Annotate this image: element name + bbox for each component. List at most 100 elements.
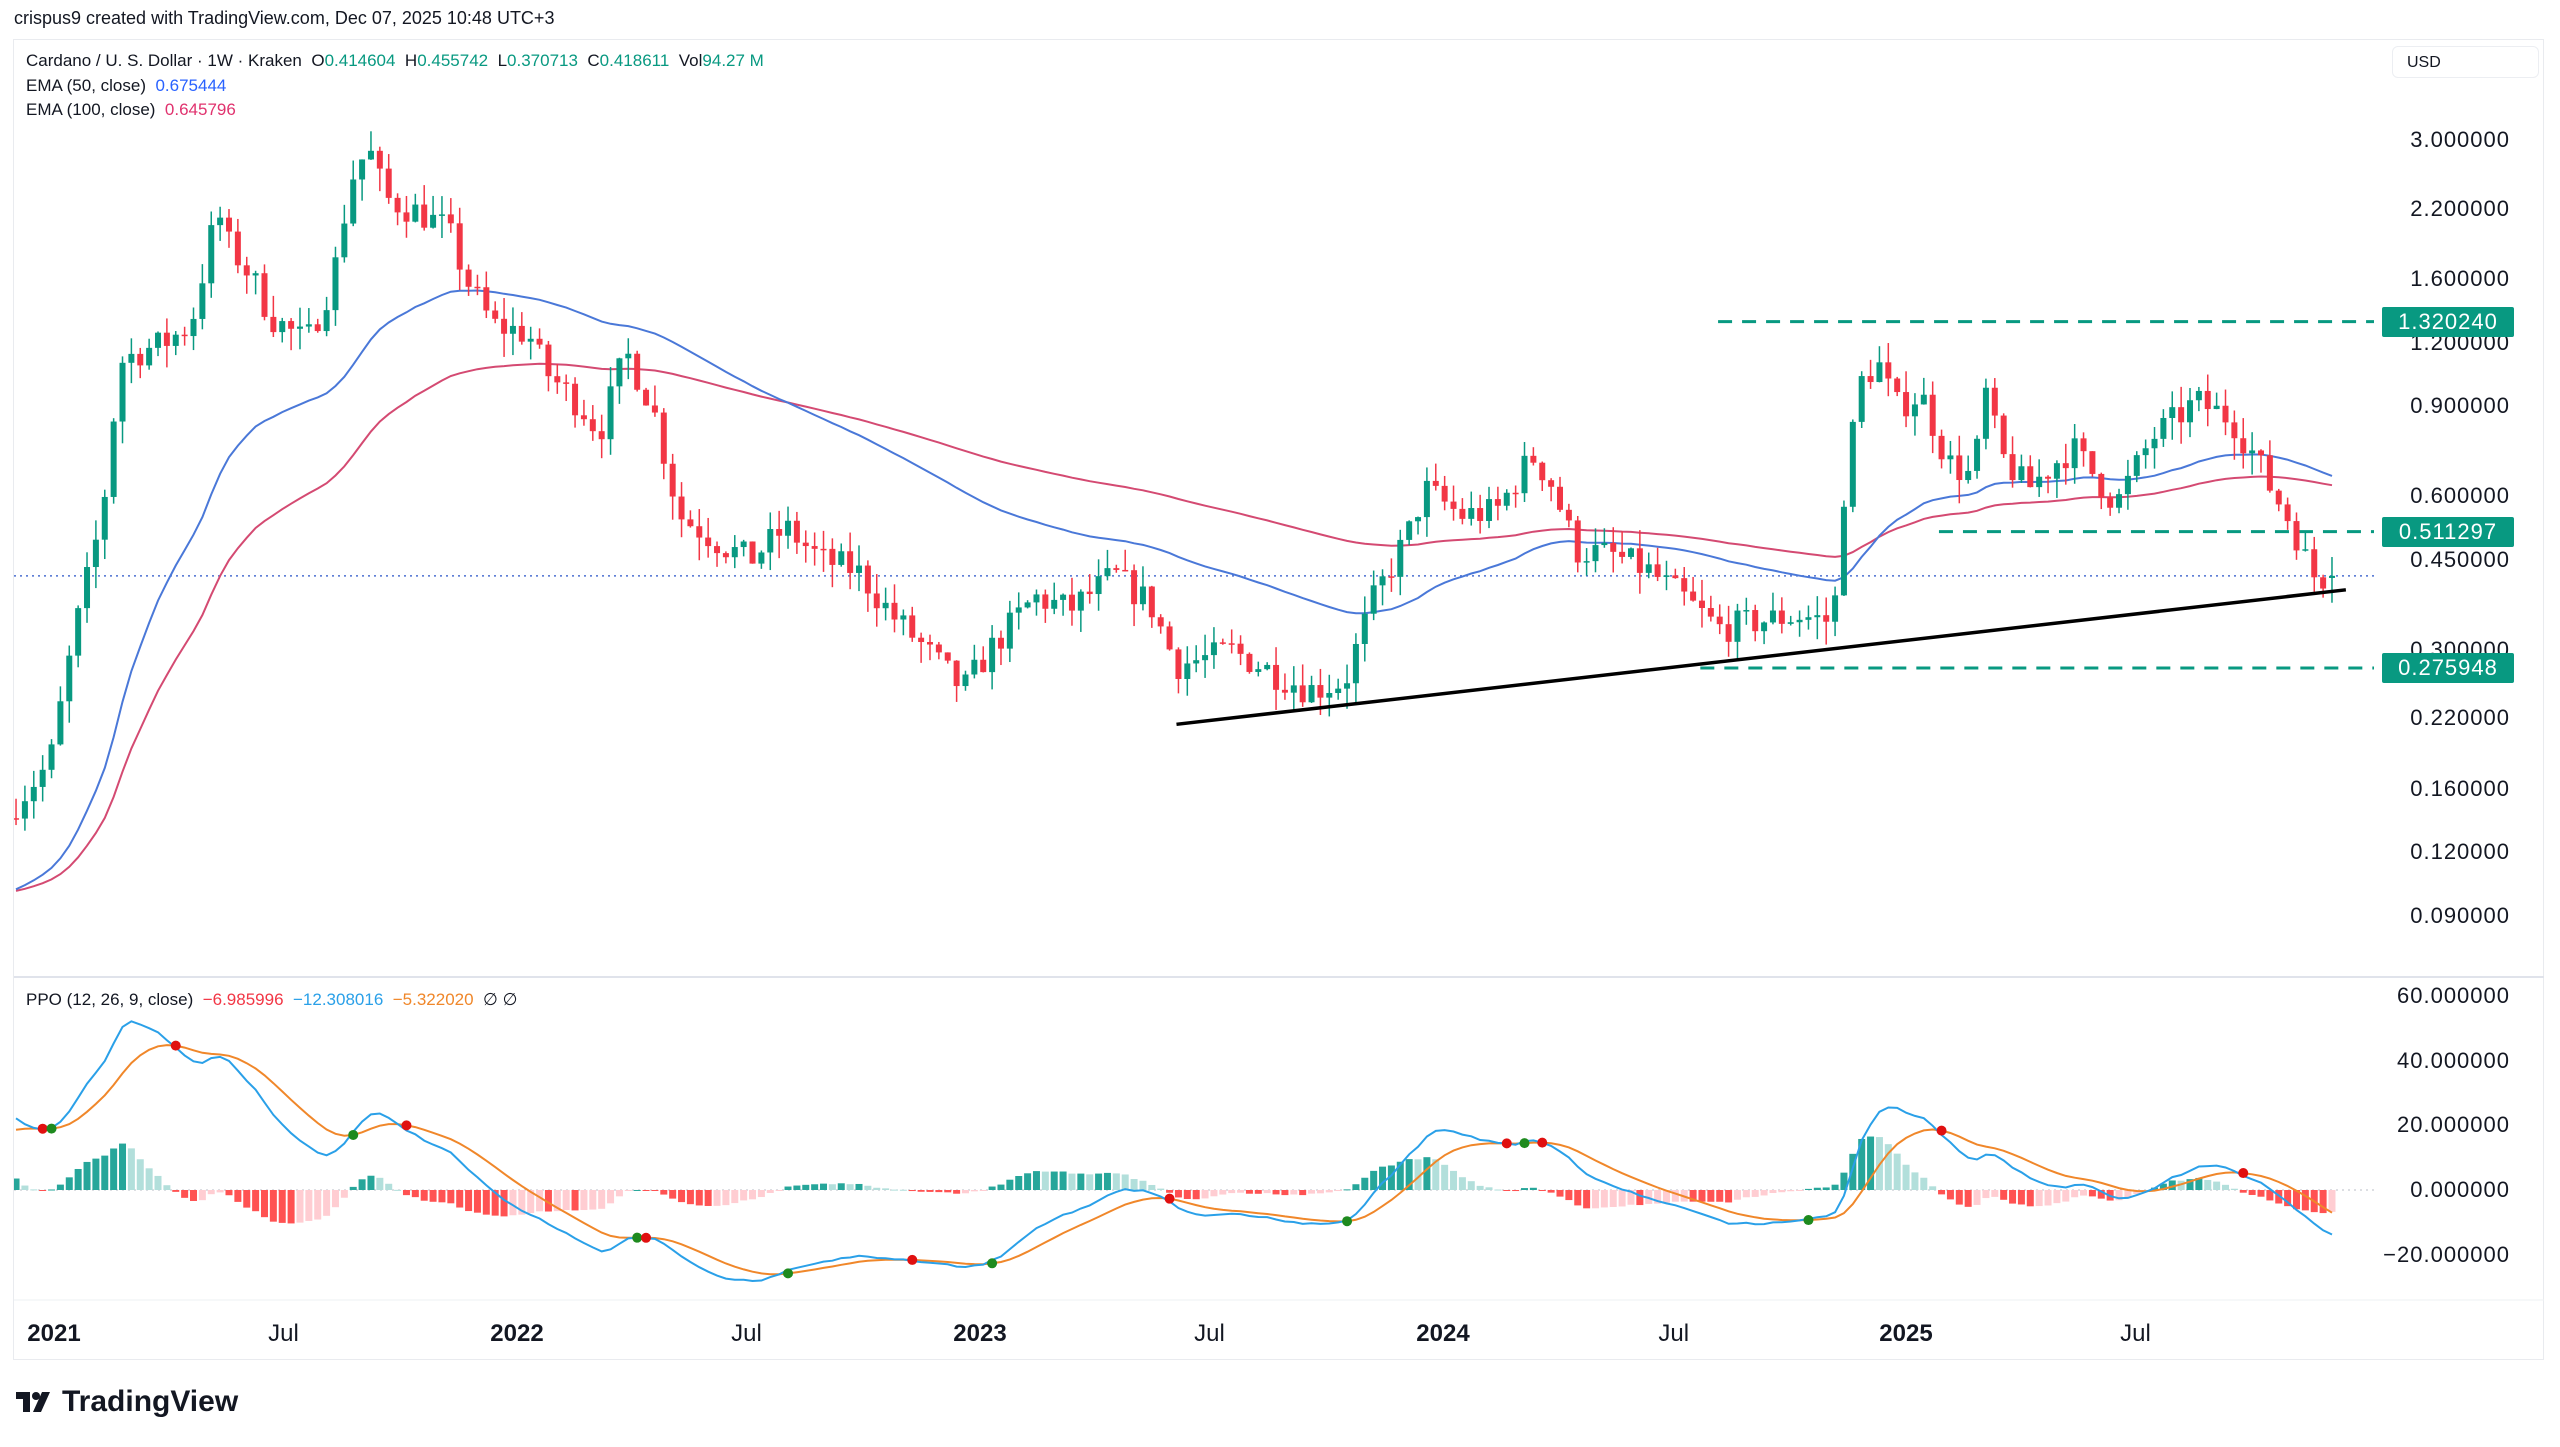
ppo-histogram-bar <box>1148 1184 1156 1190</box>
ema100-legend[interactable]: EMA (100, close) 0.645796 <box>26 100 236 120</box>
candle <box>1690 591 1697 601</box>
ppo-histogram-bar <box>2159 1183 2167 1190</box>
candle <box>953 660 960 687</box>
ppo-bull-cross-dot <box>46 1123 57 1134</box>
candle <box>296 326 303 329</box>
ppo-histogram-bar <box>1955 1190 1963 1205</box>
ppo-histogram-bar <box>2177 1180 2185 1190</box>
time-tick-label: Jul <box>2120 1320 2151 1347</box>
candle <box>2320 577 2327 589</box>
ppo-tick-label: 40.000000 <box>2397 1047 2510 1073</box>
ppo-histogram-bar <box>1015 1176 1023 1190</box>
ppo-histogram-bar <box>1538 1190 1546 1191</box>
ppo-histogram-bar <box>1751 1190 1759 1197</box>
ppo-histogram-bar <box>580 1190 588 1211</box>
ppo-histogram-bar <box>2301 1190 2309 1211</box>
ppo-histogram-bar <box>1041 1171 1049 1190</box>
ppo-histogram-bar <box>527 1190 535 1213</box>
candle <box>767 529 774 553</box>
ppo-histogram-bar <box>935 1190 943 1193</box>
ppo-histogram-bar <box>92 1158 100 1190</box>
candle <box>155 332 162 348</box>
candle <box>1698 600 1705 609</box>
ppo-histogram-bar <box>615 1190 623 1197</box>
ppo-histogram-bar <box>1840 1172 1848 1190</box>
ppo-histogram-bar <box>1103 1172 1111 1190</box>
candle <box>1707 608 1714 617</box>
time-tick-label: 2022 <box>490 1320 544 1347</box>
ppo-histogram-bar <box>2204 1179 2212 1190</box>
candle <box>2249 450 2256 454</box>
ppo-histogram-bar <box>2186 1179 2194 1190</box>
candle <box>776 529 783 536</box>
candle <box>518 325 525 342</box>
ppo-bear-cross-dot <box>1936 1125 1947 1136</box>
ppo-histogram-bar <box>926 1190 934 1192</box>
candle <box>1610 542 1617 552</box>
candle <box>1539 462 1546 481</box>
candle <box>421 204 428 228</box>
candle <box>2275 490 2282 505</box>
candle <box>2062 463 2069 469</box>
candle <box>1361 613 1368 644</box>
ppo-histogram-bar <box>1796 1190 1804 1191</box>
candle <box>731 547 738 558</box>
candle <box>217 217 224 226</box>
ppo-histogram-bar <box>367 1175 375 1190</box>
candle <box>403 212 410 222</box>
candle <box>146 347 153 366</box>
candle <box>793 520 800 543</box>
ppo-histogram-bar <box>447 1190 455 1204</box>
ppo-histogram-bar <box>1352 1184 1360 1190</box>
ppo-histogram-bar <box>278 1190 286 1223</box>
low-value: 0.370713 <box>507 51 578 70</box>
ppo-legend[interactable]: PPO (12, 26, 9, close) −6.985996 −12.308… <box>26 990 517 1010</box>
ppo-histogram-bar <box>1991 1190 1999 1197</box>
ema50-legend[interactable]: EMA (50, close) 0.675444 <box>26 76 226 96</box>
candle <box>687 519 694 527</box>
candle <box>48 744 55 770</box>
ppo-histogram-bar <box>1884 1144 1892 1190</box>
tradingview-logo[interactable]: TradingView <box>16 1385 238 1419</box>
ppo-bear-cross-dot <box>641 1232 652 1243</box>
candle <box>900 615 907 620</box>
level-price-label: 0.511297 <box>2382 516 2514 547</box>
candle <box>305 324 312 327</box>
ppo-histogram-bar <box>1467 1181 1475 1190</box>
ppo-histogram-bar <box>1982 1190 1990 1199</box>
ppo-histogram-bar <box>1867 1136 1875 1190</box>
ppo-value: −12.308016 <box>293 990 384 1009</box>
candle <box>2195 390 2202 401</box>
close-value: 0.418611 <box>599 51 670 70</box>
ppo-histogram-bar <box>598 1190 606 1209</box>
candle <box>1344 683 1351 689</box>
time-tick-label: Jul <box>731 1320 762 1347</box>
candle <box>1468 508 1475 519</box>
candle <box>944 652 951 661</box>
candle <box>456 223 463 270</box>
ppo-histogram-bar <box>438 1190 446 1203</box>
ppo-histogram-bar <box>749 1190 757 1200</box>
candle <box>66 655 73 702</box>
currency-button[interactable]: USD <box>2392 46 2539 78</box>
symbol-title[interactable]: Cardano / U. S. Dollar · 1W · Kraken <box>26 51 302 70</box>
ppo-histogram-bar <box>1742 1190 1750 1198</box>
candle <box>1486 499 1493 521</box>
candle <box>1956 455 1963 481</box>
ppo-histogram-bar <box>456 1190 464 1208</box>
ppo-histogram-bar <box>1662 1190 1670 1203</box>
ppo-histogram-bar <box>1458 1177 1466 1190</box>
candle <box>669 463 676 497</box>
candle <box>412 204 419 222</box>
candle <box>332 257 339 311</box>
candle <box>1548 480 1555 487</box>
candle <box>2328 575 2335 578</box>
candle <box>1974 438 1981 471</box>
candle <box>199 283 206 319</box>
ppo-histogram-bar <box>2257 1190 2265 1197</box>
candle <box>2000 415 2007 455</box>
ppo-histogram-bar <box>509 1190 517 1216</box>
candle <box>2142 448 2149 456</box>
candle <box>1441 485 1448 502</box>
